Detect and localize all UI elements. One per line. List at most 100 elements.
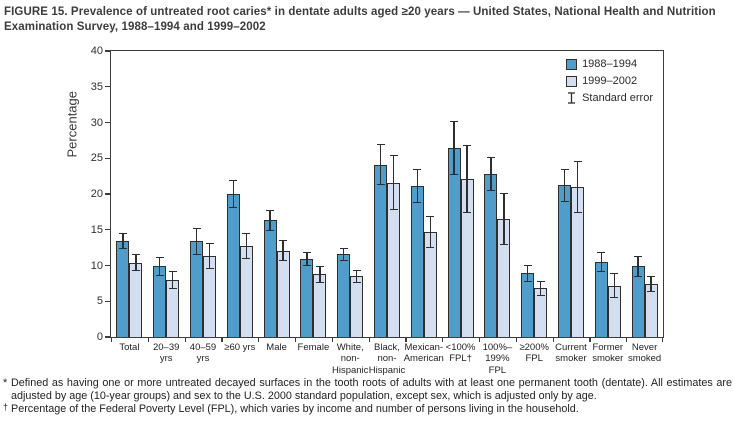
legend-item-standard-error: Standard error xyxy=(566,91,653,105)
error-bar-line xyxy=(135,255,137,271)
footnotes: * Defined as having one or more untreate… xyxy=(3,377,732,417)
bar-1988-1994 xyxy=(374,164,387,337)
error-bar-line xyxy=(540,281,542,296)
y-axis-tick xyxy=(104,86,110,88)
error-bar xyxy=(560,169,569,202)
error-bar-line xyxy=(650,277,652,291)
x-axis-tick xyxy=(405,338,407,343)
error-bar-line xyxy=(245,234,247,259)
y-axis-tick-label: 25 xyxy=(90,152,103,165)
y-axis-tick xyxy=(104,300,110,302)
legend-swatch-1988-1994 xyxy=(566,58,578,70)
error-bar-icon xyxy=(568,92,576,104)
x-axis-category-label: Former smoker xyxy=(592,342,624,365)
bar-1999-2002 xyxy=(129,262,143,337)
bar-1988-1994 xyxy=(226,194,240,337)
y-axis-tick xyxy=(104,264,110,267)
error-bar xyxy=(339,247,348,261)
error-bar-line xyxy=(282,241,284,260)
error-bar xyxy=(155,256,164,276)
error-bar xyxy=(205,243,214,270)
y-axis-tick xyxy=(104,229,110,231)
error-bar-line xyxy=(466,145,468,213)
y-axis-tick xyxy=(104,50,110,52)
x-axis-tick xyxy=(552,338,554,343)
y-axis-tick xyxy=(104,336,110,338)
error-bar xyxy=(413,168,422,204)
bar-1988-1994 xyxy=(521,273,535,337)
figure-title: FIGURE 15. Prevalence of untreated root … xyxy=(4,6,716,33)
y-axis-tick-label: 15 xyxy=(90,223,103,236)
bar-1988-1994 xyxy=(116,241,130,337)
error-bar-line xyxy=(122,234,124,249)
legend-label: 1988–1994 xyxy=(582,58,638,70)
y-axis-tick xyxy=(104,193,110,195)
x-axis-tick xyxy=(221,338,223,343)
error-bar xyxy=(279,240,288,261)
y-axis-tick-label: 5 xyxy=(96,295,103,308)
x-axis-category-label: 20–39 yrs xyxy=(152,342,180,365)
footnote-dagger: † Percentage of the Federal Poverty Leve… xyxy=(3,402,732,416)
bar-1999-2002 xyxy=(423,231,437,337)
error-bar-line xyxy=(429,217,431,247)
x-axis-tick xyxy=(111,338,113,343)
y-axis-tick-label: 40 xyxy=(90,45,103,57)
error-bar xyxy=(266,209,275,232)
error-bar-line xyxy=(392,156,395,209)
bar-1999-2002 xyxy=(239,246,253,337)
error-bar xyxy=(450,121,459,176)
error-bar xyxy=(118,233,127,250)
error-bar xyxy=(499,193,508,245)
error-bar-line xyxy=(269,210,271,231)
footnote-marker: * xyxy=(3,377,8,389)
x-axis-tick xyxy=(368,338,370,343)
x-axis-category-label: ≥60 yrs xyxy=(224,342,256,353)
legend-item-1999-2002: 1999–2002 xyxy=(566,74,653,88)
y-axis-tick xyxy=(104,157,110,159)
x-axis-category-label: 100%– 199% FPL xyxy=(482,342,513,376)
error-bar-line xyxy=(416,169,418,203)
error-bar xyxy=(647,276,656,292)
bar-1988-1994 xyxy=(558,185,571,337)
y-axis-tick-label: 30 xyxy=(90,116,103,129)
error-bar xyxy=(536,280,545,297)
x-axis-tick xyxy=(258,338,260,343)
y-axis-tick xyxy=(104,121,110,124)
error-bar-line xyxy=(172,271,174,289)
x-axis-category-label: Female xyxy=(297,342,330,353)
x-axis-category-label: White, non- Hispanic xyxy=(331,342,369,376)
x-axis-category-label: 40–59 yrs xyxy=(189,342,217,365)
error-bar-line xyxy=(306,252,308,266)
error-bar xyxy=(192,227,201,255)
x-axis-tick xyxy=(295,338,297,343)
error-bar xyxy=(242,233,251,260)
error-bar-line xyxy=(613,274,615,297)
footnote-marker: † xyxy=(3,402,9,413)
bar-1988-1994 xyxy=(484,173,498,337)
x-axis-tick xyxy=(442,338,444,343)
x-axis-category-label: Never smoked xyxy=(627,342,662,365)
error-bar xyxy=(573,161,582,213)
x-axis-category-label: Mexican- American xyxy=(403,342,444,365)
error-bar-line xyxy=(490,157,492,191)
error-bar xyxy=(315,265,324,283)
error-bar-line xyxy=(343,248,345,260)
x-axis-tick xyxy=(184,338,186,343)
error-bar-line xyxy=(159,257,161,275)
bar-1988-1994 xyxy=(337,254,351,337)
legend: 1988–1994 1999–2002 Standard error xyxy=(566,57,653,108)
bar-1988-1994 xyxy=(153,266,167,337)
error-bar-line xyxy=(356,270,358,282)
footnote-text: Percentage of the Federal Poverty Level … xyxy=(11,403,579,416)
plot-area: 1988–1994 1999–2002 Standard error 0 5 10 1… xyxy=(91,45,664,376)
error-bar-line xyxy=(208,244,211,269)
error-bar-line xyxy=(600,252,602,271)
bar-1988-1994 xyxy=(300,259,314,337)
error-bar-line xyxy=(453,122,455,175)
x-axis-category-label: Current smoker xyxy=(555,342,587,365)
x-axis-tick xyxy=(662,338,664,343)
x-axis-category-label: Total xyxy=(119,342,140,353)
footnote-text: Defined as having one or more untreated … xyxy=(11,377,732,403)
bar-1988-1994 xyxy=(263,220,277,337)
bar-1988-1994 xyxy=(190,241,203,337)
